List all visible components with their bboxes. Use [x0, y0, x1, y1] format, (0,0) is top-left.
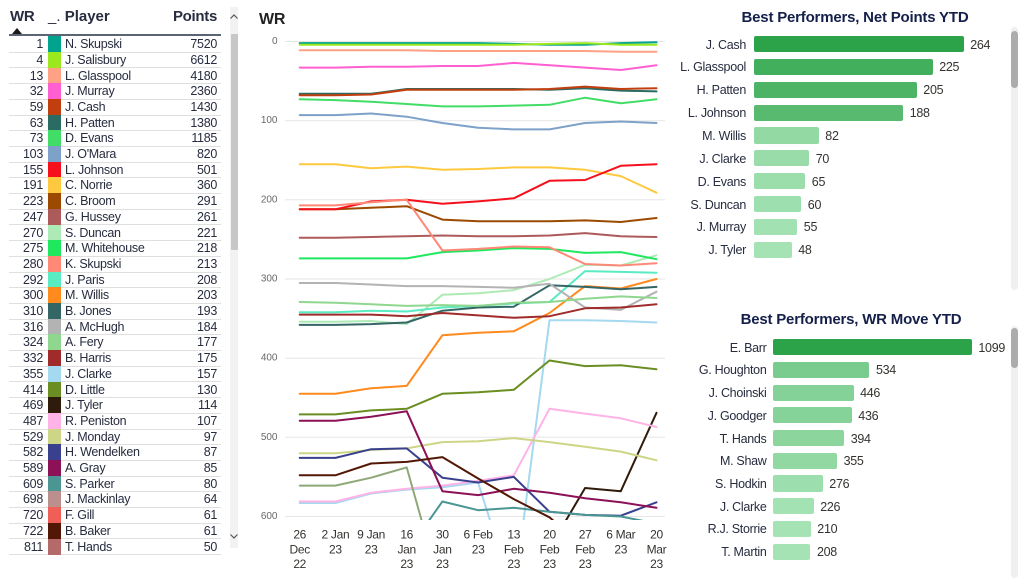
svg-text:6 Feb: 6 Feb	[464, 528, 494, 542]
svg-text:300: 300	[261, 274, 278, 285]
svg-text:23: 23	[614, 542, 627, 556]
svg-text:23: 23	[436, 557, 449, 571]
svg-text:27: 27	[579, 528, 592, 542]
svg-text:600: 600	[261, 511, 278, 522]
svg-text:Feb: Feb	[575, 542, 595, 556]
svg-text:2 Jan: 2 Jan	[321, 528, 349, 542]
svg-text:23: 23	[543, 557, 556, 571]
svg-text:6 Mar: 6 Mar	[606, 528, 635, 542]
svg-text:23: 23	[650, 557, 663, 571]
svg-text:20: 20	[543, 528, 556, 542]
svg-text:16: 16	[400, 528, 413, 542]
svg-text:400: 400	[261, 353, 278, 364]
svg-text:200: 200	[261, 194, 278, 205]
svg-text:22: 22	[293, 557, 306, 571]
svg-text:Feb: Feb	[504, 542, 524, 556]
svg-text:23: 23	[507, 557, 520, 571]
svg-text:Dec: Dec	[289, 542, 310, 556]
svg-text:23: 23	[365, 542, 378, 556]
svg-text:20: 20	[650, 528, 663, 542]
svg-text:500: 500	[261, 432, 278, 443]
svg-text:Jan: Jan	[397, 542, 415, 556]
svg-text:0: 0	[272, 36, 278, 47]
svg-text:Feb: Feb	[540, 542, 560, 556]
svg-text:Jan: Jan	[433, 542, 451, 556]
svg-text:23: 23	[472, 542, 485, 556]
svg-text:9 Jan: 9 Jan	[357, 528, 385, 542]
svg-text:13: 13	[507, 528, 520, 542]
svg-text:26: 26	[293, 528, 306, 542]
svg-text:Mar: Mar	[647, 542, 667, 556]
svg-text:30: 30	[436, 528, 449, 542]
svg-text:23: 23	[400, 557, 413, 571]
svg-text:23: 23	[579, 557, 592, 571]
svg-text:100: 100	[261, 115, 278, 126]
svg-text:23: 23	[329, 542, 342, 556]
